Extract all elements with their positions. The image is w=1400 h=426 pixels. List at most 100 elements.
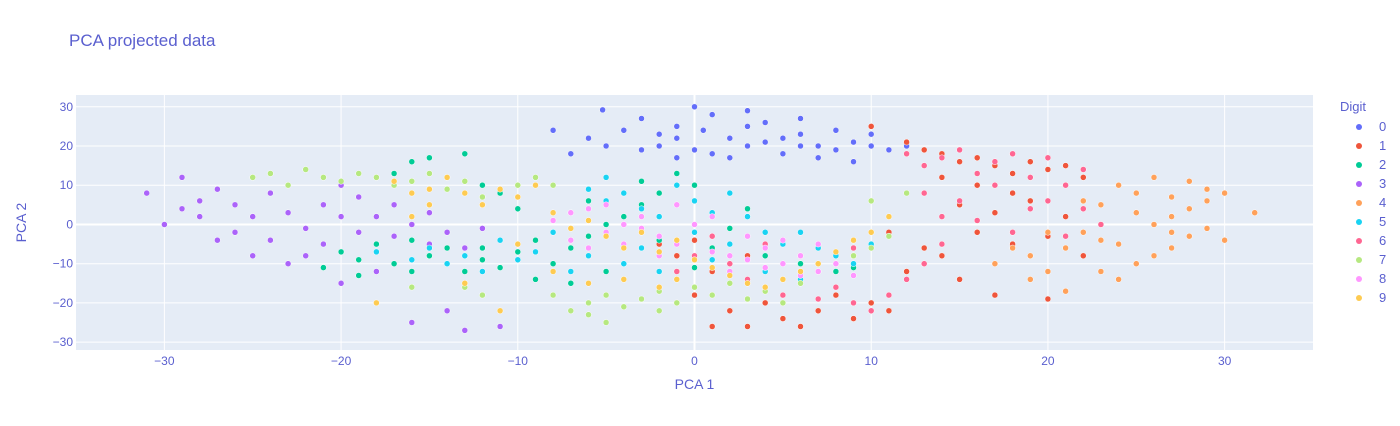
data-point[interactable] [726,240,734,248]
data-point[interactable] [479,244,486,252]
data-point[interactable] [514,205,522,213]
data-point[interactable] [885,232,893,240]
data-point[interactable] [549,291,557,299]
data-point[interactable] [620,260,628,267]
data-point[interactable] [1097,268,1105,275]
data-point[interactable] [479,225,486,232]
data-point[interactable] [638,244,645,252]
data-point[interactable] [761,244,769,252]
data-point[interactable] [708,213,716,220]
data-point[interactable] [1150,221,1158,228]
data-point[interactable] [885,291,893,299]
data-point[interactable] [903,276,910,283]
data-point[interactable] [850,138,857,146]
data-point[interactable] [850,299,857,307]
data-point[interactable] [443,260,451,267]
data-point[interactable] [726,134,734,142]
data-point[interactable] [479,268,486,275]
data-point[interactable] [761,229,769,236]
data-point[interactable] [991,158,999,165]
data-point[interactable] [673,181,681,189]
data-point[interactable] [797,280,804,287]
data-point[interactable] [991,260,999,267]
data-point[interactable] [744,295,751,303]
data-point[interactable] [1044,166,1052,173]
data-point[interactable] [443,244,451,252]
data-point[interactable] [991,209,999,216]
data-point[interactable] [779,260,787,267]
data-point[interactable] [479,193,486,201]
data-point[interactable] [761,119,769,126]
data-point[interactable] [673,268,681,275]
data-point[interactable] [337,248,345,256]
data-point[interactable] [673,170,681,177]
data-point[interactable] [549,268,557,275]
data-point[interactable] [373,248,380,256]
data-point[interactable] [514,193,522,201]
data-point[interactable] [532,276,539,283]
data-point[interactable] [514,248,522,256]
data-point[interactable] [1186,232,1193,240]
data-point[interactable] [620,189,628,197]
data-point[interactable] [779,299,787,307]
data-point[interactable] [549,217,557,224]
data-point[interactable] [744,213,751,220]
data-point[interactable] [867,142,875,150]
data-point[interactable] [779,291,787,299]
data-point[interactable] [691,146,698,154]
data-point[interactable] [1168,229,1175,236]
data-point[interactable] [708,232,716,240]
data-point[interactable] [461,150,469,158]
data-point[interactable] [1009,189,1016,197]
data-point[interactable] [373,240,380,248]
data-point[interactable] [461,244,469,252]
data-point[interactable] [1044,197,1052,205]
data-point[interactable] [408,236,416,244]
data-point[interactable] [867,244,875,252]
legend-item-6[interactable]: 6 [1340,231,1386,250]
data-point[interactable] [850,260,857,267]
data-point[interactable] [938,240,946,248]
data-point[interactable] [673,123,681,130]
data-point[interactable] [655,248,663,256]
data-point[interactable] [1080,166,1087,173]
data-point[interactable] [691,283,698,291]
data-point[interactable] [426,154,433,162]
data-point[interactable] [320,174,327,181]
data-point[interactable] [1009,150,1016,158]
data-point[interactable] [920,189,928,197]
data-point[interactable] [408,221,416,228]
data-point[interactable] [708,291,716,299]
legend-item-2[interactable]: 2 [1340,155,1386,174]
data-point[interactable] [1168,213,1175,220]
data-point[interactable] [602,174,610,181]
data-point[interactable] [726,307,734,315]
data-point[interactable] [655,283,663,291]
data-point[interactable] [620,244,628,252]
data-point[interactable] [408,268,416,275]
data-point[interactable] [496,323,504,330]
data-point[interactable] [1133,260,1140,267]
data-point[interactable] [920,260,928,267]
data-point[interactable] [691,103,698,111]
data-point[interactable] [196,213,203,220]
data-point[interactable] [178,174,186,181]
data-point[interactable] [797,229,804,236]
data-point[interactable] [373,213,380,220]
data-point[interactable] [814,154,822,162]
data-point[interactable] [585,185,592,193]
data-point[interactable] [1009,244,1016,252]
data-point[interactable] [867,229,875,236]
data-point[interactable] [938,154,946,162]
data-point[interactable] [691,181,698,189]
data-point[interactable] [408,189,416,197]
data-point[interactable] [1009,170,1016,177]
data-point[interactable] [1168,244,1175,252]
data-point[interactable] [1080,252,1087,260]
data-point[interactable] [585,280,592,287]
data-point[interactable] [390,178,398,185]
data-point[interactable] [779,134,787,142]
data-point[interactable] [320,201,327,209]
data-point[interactable] [867,307,875,315]
data-point[interactable] [214,236,221,244]
